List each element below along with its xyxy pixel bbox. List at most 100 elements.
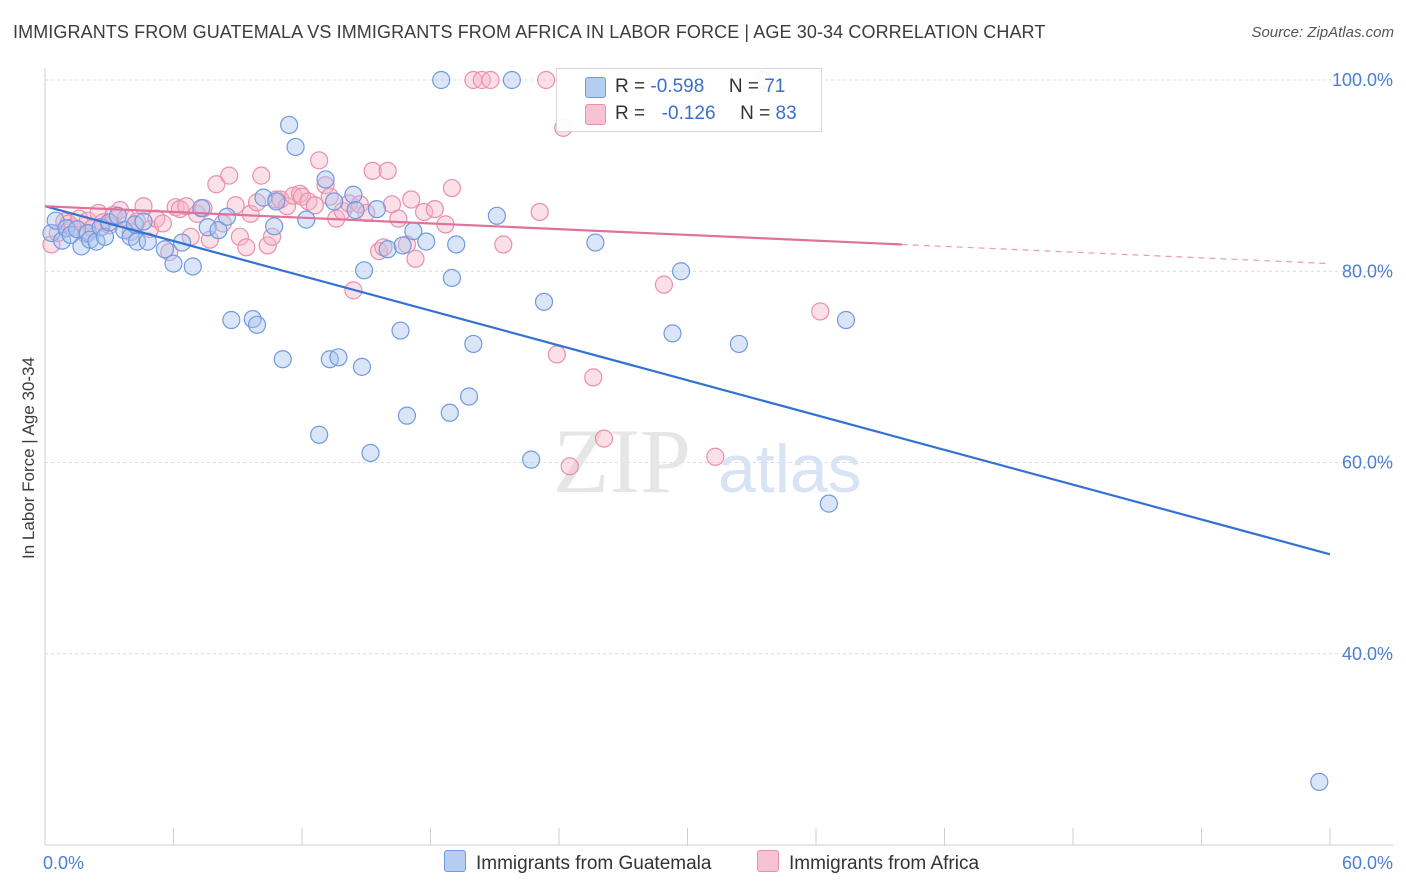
guatemala-point: [836, 310, 856, 330]
watermark: ZIP atlas: [553, 410, 862, 512]
watermark-atlas: atlas: [718, 431, 862, 507]
africa-point: [310, 151, 329, 170]
guatemala-point: [1310, 772, 1329, 791]
correlation-legend: R = -0.598 N = 71 R = -0.126 N = 83: [556, 68, 822, 132]
guatemala-point: [344, 185, 363, 204]
bottom-swatch-blue: [444, 850, 466, 872]
guatemala-point: [329, 348, 348, 367]
africa-point: [584, 368, 603, 387]
africa-point: [389, 209, 408, 228]
africa-point: [547, 345, 566, 364]
guatemala-point: [663, 324, 682, 343]
guatemala-point: [267, 192, 286, 211]
legend-row-africa: R = -0.126 N = 83: [615, 103, 797, 127]
legend-r-label: R =: [615, 103, 646, 124]
guatemala-point: [391, 321, 410, 340]
y-tick-label: 60.0%: [1342, 453, 1393, 473]
bottom-legend-label: Immigrants from Africa: [789, 853, 980, 874]
guatemala-point: [273, 350, 292, 369]
guatemala-point: [80, 230, 100, 249]
legend-n-label: N =: [728, 76, 759, 97]
guatemala-point: [534, 292, 554, 311]
bottom-legend-africa: Immigrants from Africa: [757, 850, 979, 875]
guatemala-point: [198, 218, 217, 237]
guatemala-point: [265, 217, 284, 236]
guatemala-point: [671, 262, 691, 281]
guatemala-point: [316, 170, 335, 189]
guatemala-point: [442, 268, 462, 288]
guatemala-point: [155, 240, 175, 259]
africa-point: [363, 161, 382, 180]
guatemala-point: [95, 227, 115, 246]
africa-point: [277, 197, 297, 216]
legend-row-guatemala: R = -0.598 N = 71: [615, 76, 785, 100]
africa-point: [560, 457, 579, 476]
africa-point: [207, 175, 226, 194]
africa-point: [442, 178, 462, 198]
source-credit: Source: ZipAtlas.com: [1251, 24, 1394, 41]
guatemala-point: [310, 425, 329, 444]
guatemala-point: [502, 70, 521, 90]
guatemala-point: [209, 221, 228, 240]
guatemala-point: [459, 387, 479, 406]
chart-title: IMMIGRANTS FROM GUATEMALA VS IMMIGRANTS …: [13, 22, 1046, 42]
africa-point: [258, 236, 277, 255]
legend-n-label: N =: [740, 103, 771, 124]
africa-trend-extension: [901, 243, 1331, 265]
guatemala-trend-line: [44, 205, 1331, 556]
guatemala-point: [134, 212, 153, 231]
africa-point: [252, 166, 271, 185]
africa-point: [594, 429, 614, 448]
guatemala-point: [432, 70, 451, 90]
africa-point: [706, 447, 725, 466]
africa-trend-line: [44, 205, 902, 246]
guatemala-point: [286, 137, 305, 157]
guatemala-point: [297, 210, 316, 229]
legend-swatch-blue: [585, 77, 606, 98]
africa-point: [530, 202, 549, 222]
guatemala-point: [393, 236, 412, 255]
africa-point: [494, 235, 513, 254]
legend-n-value: 71: [764, 76, 786, 97]
guatemala-point: [440, 403, 459, 422]
guatemala-point: [397, 406, 417, 425]
x-tick-label: 0.0%: [43, 853, 84, 873]
bottom-legend-guatemala: Immigrants from Guatemala: [444, 850, 711, 875]
africa-points: [42, 70, 830, 476]
grid: [45, 79, 1393, 655]
africa-point: [378, 161, 397, 180]
legend-r-label: R =: [615, 76, 646, 97]
guatemala-point: [361, 443, 380, 463]
africa-point: [241, 204, 260, 223]
y-axis-title: In Labor Force | Age 30-34: [19, 357, 38, 559]
guatemala-point: [367, 199, 387, 219]
africa-point: [305, 196, 324, 215]
guatemala-point: [217, 207, 237, 226]
axes: [44, 68, 1393, 846]
africa-point: [402, 190, 421, 209]
guatemala-point: [325, 192, 344, 211]
africa-point: [481, 70, 500, 90]
guatemala-point: [352, 357, 372, 376]
africa-point: [237, 238, 256, 257]
y-tick-label: 80.0%: [1342, 261, 1393, 281]
x-tick-label: 60.0%: [1342, 853, 1393, 873]
guatemala-point: [183, 257, 202, 276]
legend-swatch-pink: [585, 104, 606, 125]
africa-point: [134, 197, 153, 216]
legend-r-value: -0.598: [650, 76, 705, 97]
trend-lines: [44, 205, 1331, 556]
africa-point: [654, 275, 674, 294]
guatemala-point: [487, 206, 506, 225]
guatemala-point: [417, 232, 436, 251]
africa-point: [406, 249, 425, 268]
guatemala-point: [819, 494, 838, 513]
africa-point: [153, 214, 172, 233]
guatemala-point: [729, 334, 749, 354]
africa-point: [230, 227, 249, 246]
africa-point: [220, 166, 239, 185]
guatemala-point: [87, 232, 106, 251]
guatemala-point: [355, 261, 374, 280]
guatemala-point: [522, 450, 541, 469]
